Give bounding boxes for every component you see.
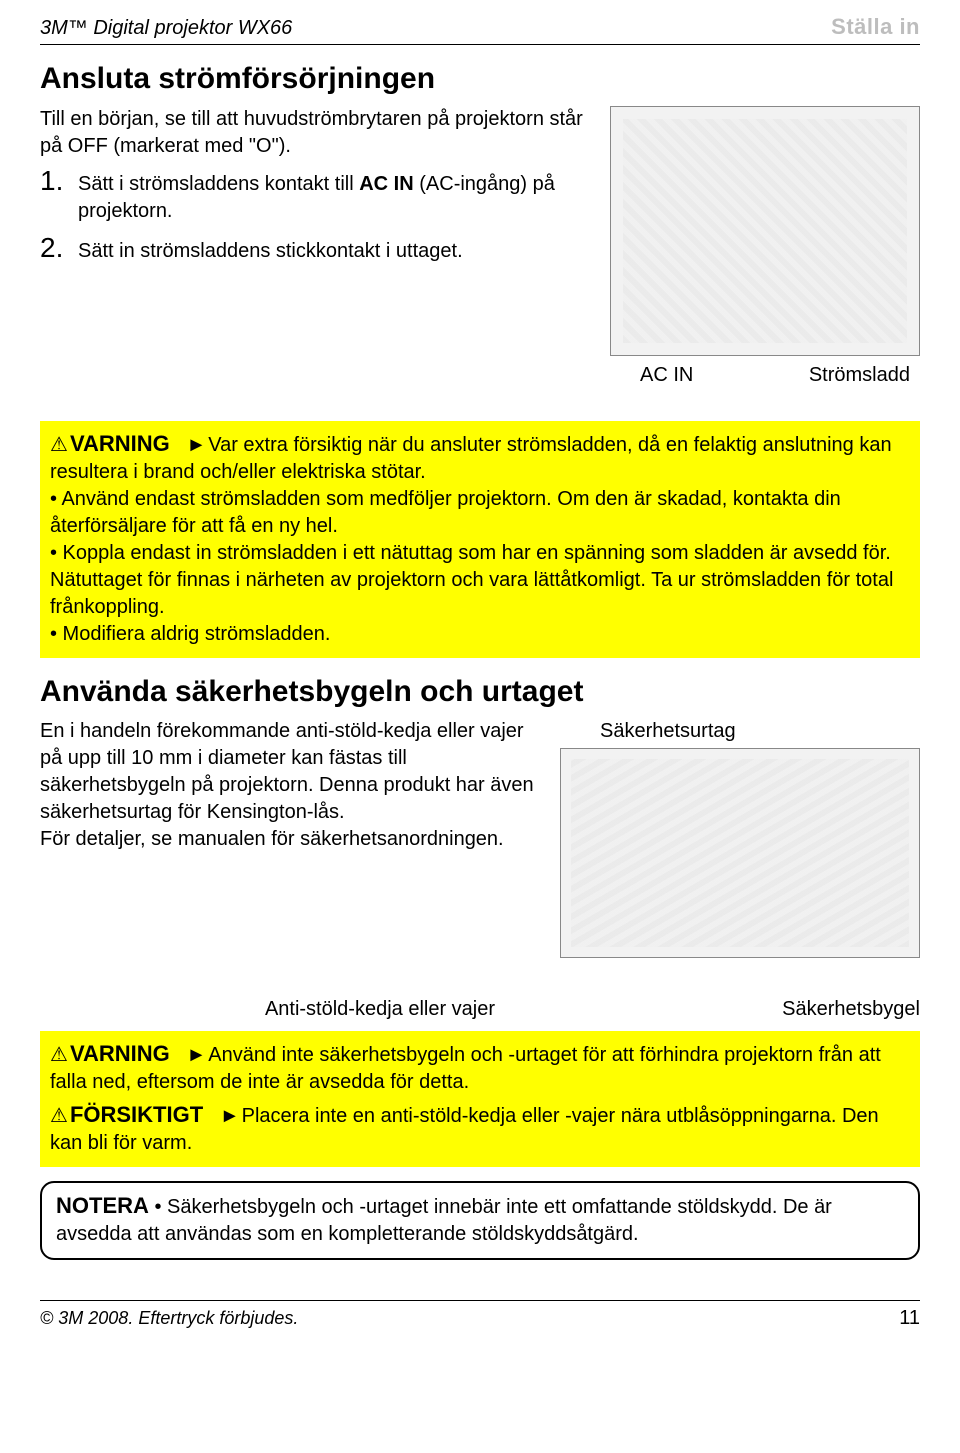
- power-connection-figure: [610, 106, 920, 356]
- arrow-icon: ►: [186, 1042, 206, 1069]
- note-label: NOTERA: [56, 1193, 149, 1218]
- warning-triangle-icon: ⚠: [50, 432, 68, 459]
- step-number: 2.: [40, 229, 78, 267]
- step-1: 1. Sätt i strömsladdens kontakt till AC …: [40, 162, 590, 225]
- power-section-title: Ansluta strömförsörjningen: [40, 59, 920, 100]
- warning-box-1: ⚠VARNING ►Var extra försiktig när du ans…: [40, 421, 920, 658]
- warning1-bullet3: • Modifiera aldrig strömsladden.: [50, 621, 910, 648]
- page-footer: © 3M 2008. Eftertryck förbjudes. 11: [40, 1300, 920, 1332]
- security-slot-label: Säkerhetsurtag: [600, 718, 736, 745]
- security-section-title: Använda säkerhetsbygeln och urtaget: [40, 672, 920, 713]
- page-header: 3M™ Digital projektor WX66 Ställa in: [40, 0, 920, 45]
- power-cord-label: Strömsladd: [809, 362, 910, 389]
- product-title: 3M™ Digital projektor WX66: [40, 15, 292, 42]
- section-label: Ställa in: [831, 12, 920, 42]
- power-intro-block: Till en början, se till att huvudströmbr…: [40, 106, 920, 389]
- security-section-text: En i handeln förekommande anti-stöld-ked…: [40, 718, 542, 988]
- security-bar-label: Säkerhetsbygel: [720, 996, 920, 1023]
- power-intro-text: Till en början, se till att huvudströmbr…: [40, 106, 590, 160]
- security-section-row: En i handeln förekommande anti-stöld-ked…: [40, 718, 920, 988]
- step-text: Sätt in strömsladdens stickkontakt i utt…: [78, 238, 590, 265]
- ac-in-label: AC IN: [640, 362, 693, 389]
- arrow-icon: ►: [220, 1103, 240, 1130]
- step-text: Sätt i strömsladdens kontakt till AC IN …: [78, 171, 590, 225]
- arrow-icon: ►: [186, 432, 206, 459]
- step-number: 1.: [40, 162, 78, 200]
- figure2-caption-row: Anti-stöld-kedja eller vajer Säkerhetsby…: [40, 996, 920, 1023]
- step-2: 2. Sätt in strömsladdens stickkontakt i …: [40, 229, 590, 267]
- warning1-bullet1: • Använd endast strömsladden som medfölj…: [50, 486, 910, 540]
- security-figure: Säkerhetsurtag: [560, 718, 920, 988]
- warning-label: VARNING: [70, 1041, 170, 1066]
- warning-box-2: ⚠VARNING ►Använd inte säkerhetsbygeln oc…: [40, 1031, 920, 1167]
- note-box: NOTERA • Säkerhetsbygeln och -urtaget in…: [40, 1181, 920, 1260]
- anti-theft-chain-label: Anti-stöld-kedja eller vajer: [40, 996, 720, 1023]
- footer-copyright: © 3M 2008. Eftertryck förbjudes.: [40, 1306, 298, 1330]
- warning-label: VARNING: [70, 431, 170, 456]
- warning-triangle-icon: ⚠: [50, 1042, 68, 1069]
- caution-label: FÖRSIKTIGT: [70, 1102, 203, 1127]
- footer-page-number: 11: [899, 1305, 920, 1332]
- note-text: • Säkerhetsbygeln och -urtaget innebär i…: [56, 1196, 832, 1245]
- caution-triangle-icon: ⚠: [50, 1103, 68, 1130]
- warning1-bullet2: • Koppla endast in strömsladden i ett nä…: [50, 540, 910, 621]
